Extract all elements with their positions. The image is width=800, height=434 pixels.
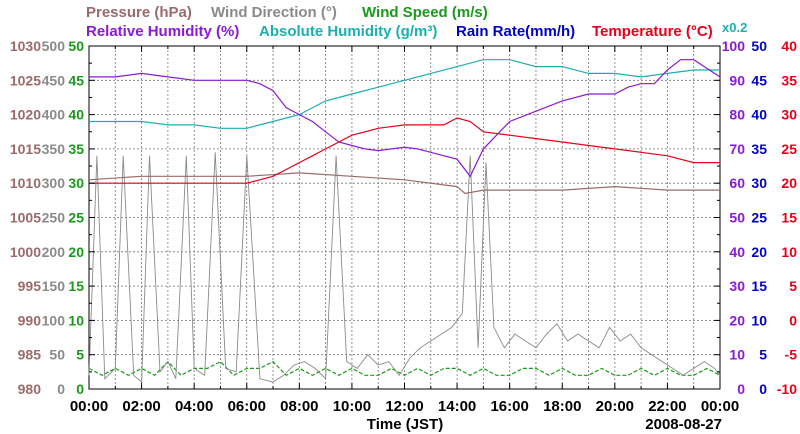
- y-tick-wind-speed: 15: [68, 278, 84, 294]
- y-tick-temperature: 5: [789, 278, 797, 294]
- y-tick-wind-direction: 150: [42, 278, 66, 294]
- x-tick-label: 14:00: [438, 398, 476, 415]
- legend-wind-speed: Wind Speed (m/s): [362, 4, 488, 21]
- legend-absolute-humidity: Absolute Humidity (g/m³): [259, 23, 437, 40]
- y-tick-wind-direction: 250: [42, 210, 66, 226]
- legend-pressure: Pressure (hPa): [86, 4, 192, 21]
- y-tick-wind-direction: 0: [57, 381, 65, 397]
- y-tick-relative-humidity: 50: [729, 210, 745, 226]
- y-tick-temperature: 15: [781, 210, 797, 226]
- y-tick-temperature: 20: [781, 175, 797, 191]
- y-tick-rain-rate: 5: [759, 347, 767, 363]
- y-tick-pressure: 980: [18, 381, 42, 397]
- y-tick-relative-humidity: 0: [737, 381, 745, 397]
- x-tick-label: 10:00: [333, 398, 371, 415]
- y-tick-rain-rate: 0: [759, 381, 767, 397]
- y-tick-wind-direction: 300: [42, 175, 66, 191]
- y-tick-relative-humidity: 100: [722, 38, 746, 54]
- y-tick-wind-speed: 25: [68, 210, 84, 226]
- y-tick-pressure: 1030: [10, 38, 41, 54]
- legend-temperature: Temperature (°C): [592, 23, 713, 40]
- y-tick-relative-humidity: 40: [729, 244, 745, 260]
- x-tick-label: 18:00: [543, 398, 581, 415]
- legend-relative-humidity: Relative Humidity (%): [86, 23, 239, 40]
- y-tick-pressure: 1000: [10, 244, 41, 260]
- y-tick-rain-rate: 50: [751, 38, 767, 54]
- series-absolute-humidity: [89, 59, 720, 129]
- y-tick-pressure: 1010: [10, 175, 41, 191]
- y-tick-temperature: -5: [785, 347, 798, 363]
- y-tick-rain-rate: 25: [751, 210, 767, 226]
- y-tick-temperature: 0: [789, 312, 797, 328]
- y-tick-wind-speed: 35: [68, 141, 84, 157]
- y-tick-wind-speed: 20: [68, 244, 84, 260]
- y-tick-pressure: 985: [18, 347, 42, 363]
- legend-wind-direction: Wind Direction (°): [211, 4, 337, 21]
- y-tick-wind-speed: 0: [76, 381, 84, 397]
- y-tick-pressure: 1005: [10, 210, 41, 226]
- y-tick-pressure: 1015: [10, 141, 41, 157]
- y-tick-wind-direction: 100: [42, 312, 66, 328]
- y-tick-temperature: 35: [781, 72, 797, 88]
- x-tick-label: 22:00: [648, 398, 686, 415]
- y-tick-relative-humidity: 30: [729, 278, 745, 294]
- y-tick-temperature: 40: [781, 38, 797, 54]
- y-tick-wind-speed: 45: [68, 72, 84, 88]
- y-tick-rain-rate: 40: [751, 107, 767, 123]
- y-tick-rain-rate: 15: [751, 278, 767, 294]
- y-tick-wind-speed: 40: [68, 107, 84, 123]
- x-tick-label: 08:00: [280, 398, 318, 415]
- grid: [89, 46, 720, 389]
- y-tick-relative-humidity: 70: [729, 141, 745, 157]
- y-tick-wind-direction: 450: [42, 72, 66, 88]
- x-tick-label: 04:00: [175, 398, 213, 415]
- y-tick-pressure: 995: [18, 278, 42, 294]
- y-tick-wind-direction: 400: [42, 107, 66, 123]
- y-tick-pressure: 1020: [10, 107, 41, 123]
- y-tick-rain-rate: 30: [751, 175, 767, 191]
- y-tick-rain-rate: 45: [751, 72, 767, 88]
- series-pressure: [88, 172, 720, 195]
- series-wind-direction: [88, 152, 721, 384]
- series-relative-humidity: [89, 59, 721, 178]
- legend-rain-rate: Rain Rate(mm/h): [456, 23, 575, 40]
- y-tick-rain-rate: 20: [751, 244, 767, 260]
- y-tick-wind-direction: 50: [49, 347, 65, 363]
- y-tick-rain-rate: 10: [751, 312, 767, 328]
- x-tick-label: 12:00: [385, 398, 423, 415]
- y-tick-wind-speed: 30: [68, 175, 84, 191]
- y-tick-relative-humidity: 60: [729, 175, 745, 191]
- y-tick-pressure: 1025: [10, 72, 41, 88]
- y-tick-temperature: -10: [777, 381, 797, 397]
- x-tick-label: 00:00: [701, 398, 739, 415]
- axis-layer: 9809859909951000100510101015102010251030…: [10, 38, 797, 415]
- series-temperature: [89, 117, 720, 184]
- y-tick-rain-rate: 35: [751, 141, 767, 157]
- y-tick-relative-humidity: 10: [729, 347, 745, 363]
- y-tick-wind-direction: 500: [42, 38, 66, 54]
- y-tick-wind-speed: 10: [68, 312, 84, 328]
- series-layer: [88, 59, 721, 384]
- x-tick-label: 00:00: [70, 398, 108, 415]
- x-tick-label: 20:00: [596, 398, 634, 415]
- y-tick-temperature: 10: [781, 244, 797, 260]
- scale-note: x0.2: [722, 20, 747, 35]
- y-tick-relative-humidity: 90: [729, 72, 745, 88]
- y-tick-temperature: 30: [781, 107, 797, 123]
- y-tick-relative-humidity: 80: [729, 107, 745, 123]
- x-axis-label: Time (JST): [367, 416, 443, 433]
- x-tick-label: 16:00: [490, 398, 528, 415]
- y-tick-relative-humidity: 20: [729, 312, 745, 328]
- x-tick-label: 02:00: [122, 398, 160, 415]
- y-tick-wind-speed: 50: [68, 38, 84, 54]
- y-tick-wind-direction: 200: [42, 244, 66, 260]
- y-tick-wind-direction: 350: [42, 141, 66, 157]
- x-tick-label: 06:00: [228, 398, 266, 415]
- y-tick-wind-speed: 5: [76, 347, 84, 363]
- date-label: 2008-08-27: [645, 416, 722, 433]
- y-tick-pressure: 990: [18, 312, 42, 328]
- y-tick-temperature: 25: [781, 141, 797, 157]
